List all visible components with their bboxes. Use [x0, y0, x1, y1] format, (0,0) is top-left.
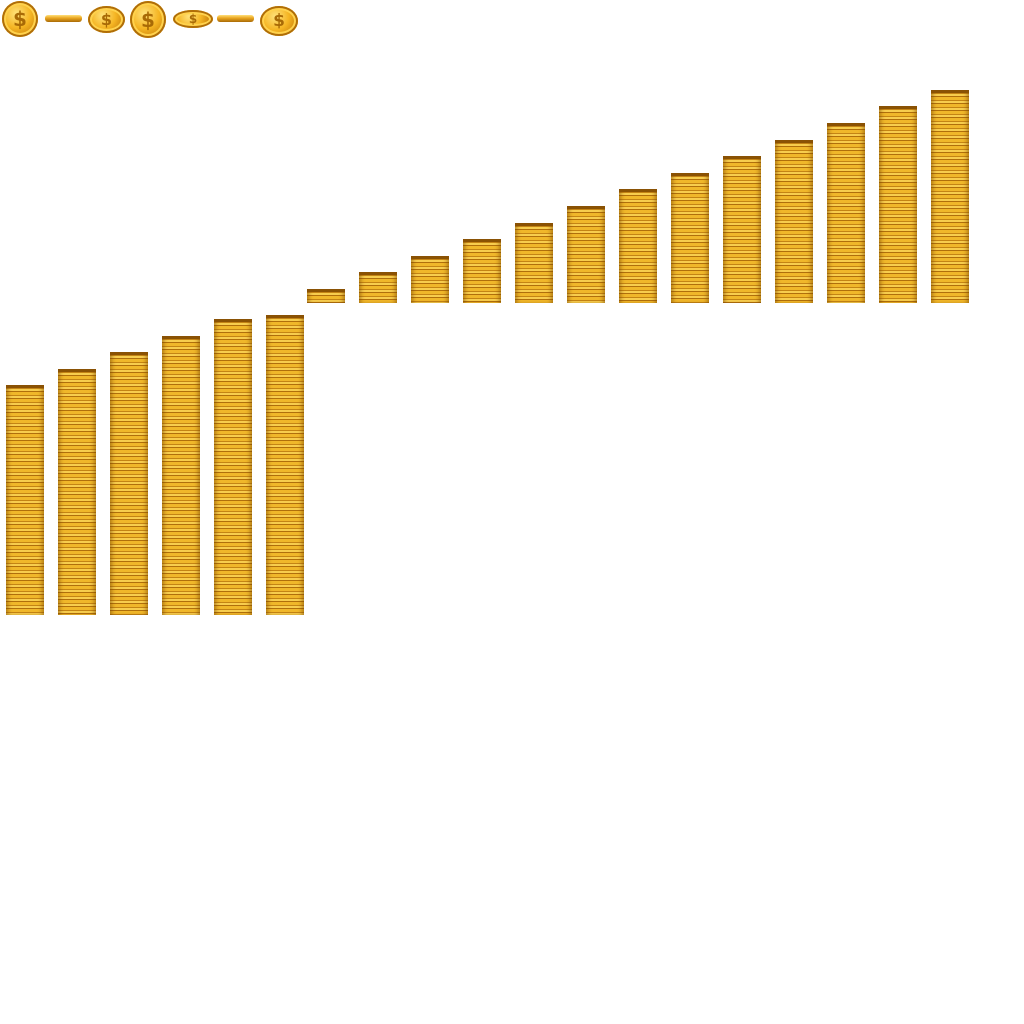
coin-stack-frame-15: [58, 369, 96, 615]
coin-edge-2-icon: [217, 15, 254, 22]
coin-stack-frame-4: [463, 239, 501, 303]
coin-stack-frame-9: [723, 156, 761, 303]
coin-stack-frame-13: [931, 90, 969, 303]
coin-stack-frame-16: [110, 352, 148, 615]
coin-stack-frame-17: [162, 336, 200, 615]
coin-stack-frame-18: [214, 319, 252, 615]
coin-oblique-icon: $: [88, 6, 125, 33]
coin-front-icon: $: [2, 1, 38, 37]
coin-stack-frame-10: [775, 140, 813, 303]
coin-stack-frame-6: [567, 206, 605, 303]
coin-stack-frame-11: [827, 123, 865, 303]
coin-stack-frame-2: [359, 272, 397, 303]
coin-stack-frame-14: [6, 385, 44, 615]
coin-stack-frame-19: [266, 315, 304, 615]
coin-stack-frame-12: [879, 106, 917, 303]
coin-flat-icon: $: [173, 10, 213, 28]
coin-stack-frame-7: [619, 189, 657, 303]
coin-stack-frame-8: [671, 173, 709, 303]
coin-front-tilted-icon: $: [130, 1, 166, 38]
coin-stack-frame-3: [411, 256, 449, 303]
coin-edge-icon: [45, 15, 82, 22]
coin-stack-frame-1: [307, 289, 345, 303]
coin-oblique-2-icon: $: [260, 6, 298, 36]
coin-stack-frame-5: [515, 223, 553, 303]
